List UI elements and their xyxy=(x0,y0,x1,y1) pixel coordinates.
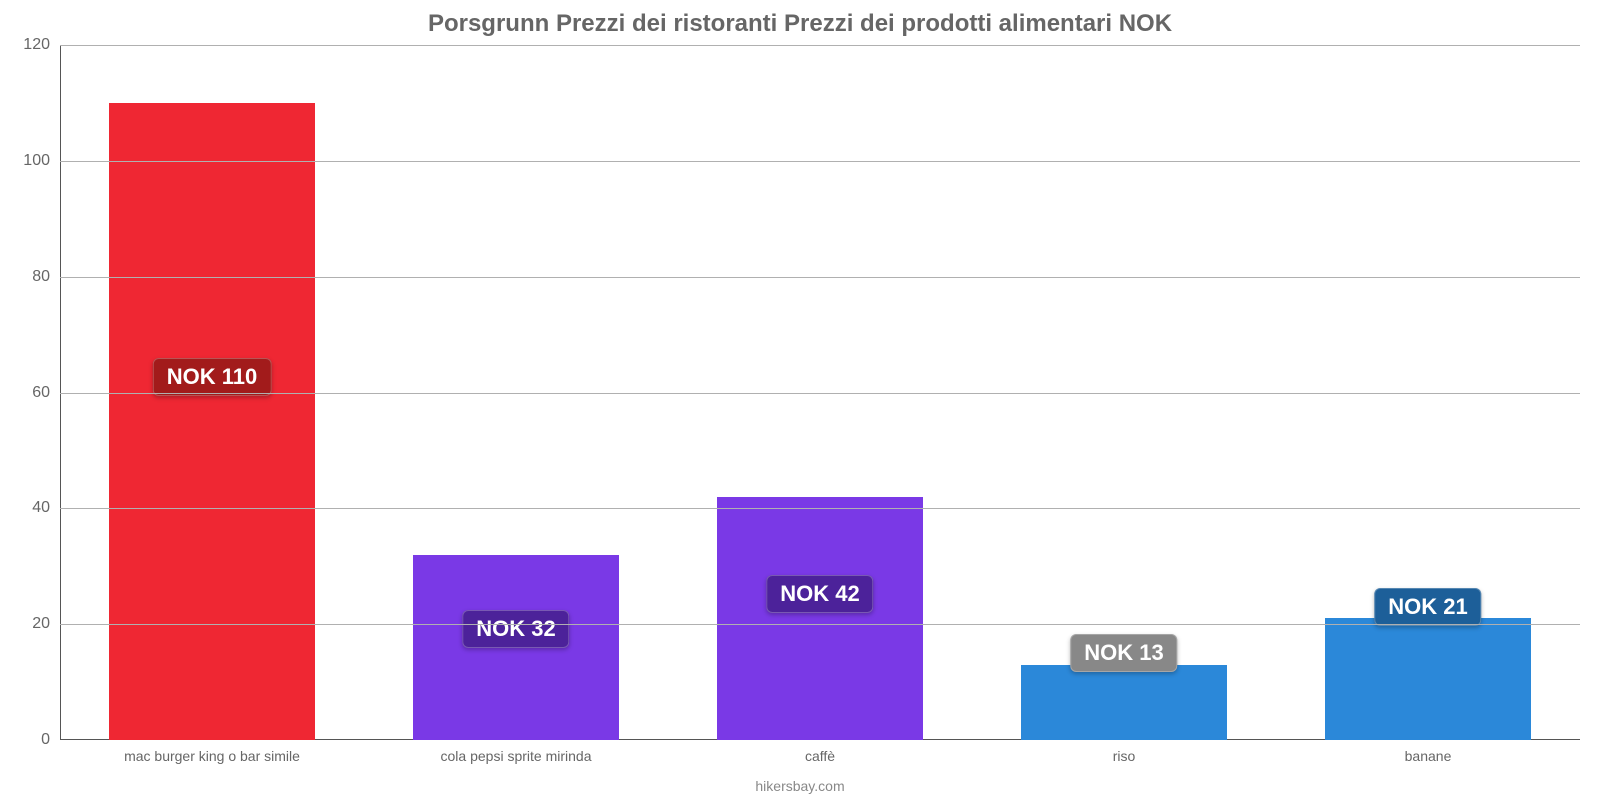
chart-title: Porsgrunn Prezzi dei ristoranti Prezzi d… xyxy=(0,10,1600,38)
value-badge: NOK 21 xyxy=(1374,588,1481,626)
source-label: hikersbay.com xyxy=(0,778,1600,794)
x-tick-label: banane xyxy=(1405,748,1452,764)
y-tick-label: 60 xyxy=(32,384,50,402)
value-badge: NOK 13 xyxy=(1070,634,1177,672)
y-tick-label: 0 xyxy=(41,731,50,749)
plot-area: NOK 110NOK 32NOK 42NOK 13NOK 21 mac burg… xyxy=(60,45,1580,740)
x-tick-label: mac burger king o bar simile xyxy=(124,748,300,764)
gridline xyxy=(60,277,1580,278)
x-tick-label: caffè xyxy=(805,748,835,764)
y-tick-label: 100 xyxy=(23,152,50,170)
value-badge: NOK 32 xyxy=(462,610,569,648)
y-tick-label: 80 xyxy=(32,268,50,286)
gridline xyxy=(60,508,1580,509)
gridline xyxy=(60,161,1580,162)
y-tick-label: 20 xyxy=(32,615,50,633)
bar xyxy=(1021,665,1228,740)
gridline xyxy=(60,45,1580,46)
gridline xyxy=(60,393,1580,394)
gridline xyxy=(60,624,1580,625)
chart-container: Porsgrunn Prezzi dei ristoranti Prezzi d… xyxy=(0,0,1600,800)
value-badge: NOK 42 xyxy=(766,575,873,613)
bar xyxy=(1325,618,1532,740)
value-badge: NOK 110 xyxy=(153,358,272,396)
x-tick-label: riso xyxy=(1113,748,1136,764)
y-tick-label: 120 xyxy=(23,36,50,54)
x-tick-label: cola pepsi sprite mirinda xyxy=(441,748,592,764)
bar xyxy=(109,103,316,740)
y-tick-label: 40 xyxy=(32,499,50,517)
bar xyxy=(717,497,924,740)
